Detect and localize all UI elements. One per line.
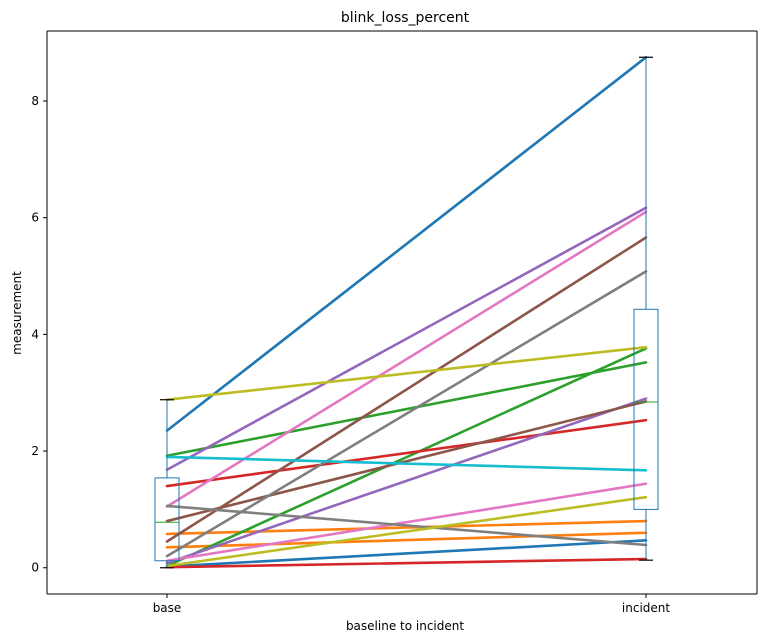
series-line-3 bbox=[165, 531, 648, 549]
series-line-11 bbox=[165, 400, 648, 523]
y-tick-label-6: 6 bbox=[31, 211, 39, 225]
y-tick-label-2: 2 bbox=[31, 444, 39, 458]
series-line-8 bbox=[165, 206, 648, 472]
y-tick-label-0: 0 bbox=[31, 561, 39, 575]
x-tick-label-base: base bbox=[153, 601, 182, 615]
series-line-18 bbox=[165, 455, 648, 472]
series-line-6 bbox=[165, 418, 648, 488]
series-line-9 bbox=[165, 397, 648, 565]
boxplot-incident-box bbox=[633, 308, 659, 510]
x-tick-label-incident: incident bbox=[622, 601, 670, 615]
chart-title: blink_loss_percent bbox=[341, 10, 470, 26]
series-line-1 bbox=[165, 539, 648, 568]
series-line-12 bbox=[165, 210, 648, 508]
series-line-2 bbox=[165, 519, 648, 536]
series-line-16 bbox=[165, 345, 648, 402]
y-tick-label-8: 8 bbox=[31, 94, 39, 108]
series-line-15 bbox=[165, 504, 648, 547]
y-axis-label: measurement bbox=[10, 271, 24, 355]
series-line-4 bbox=[165, 361, 648, 458]
y-tick-label-4: 4 bbox=[31, 327, 39, 341]
series-line-7 bbox=[165, 557, 648, 569]
plot-area: 0 2 4 6 8 base incident bbox=[31, 30, 758, 615]
series-line-17 bbox=[165, 495, 648, 568]
series-line-5 bbox=[165, 347, 648, 568]
x-axis-label: baseline to incident bbox=[346, 619, 464, 633]
series-line-10 bbox=[165, 236, 648, 543]
series-line-13 bbox=[165, 482, 648, 563]
boxplot-base-box bbox=[154, 477, 180, 562]
series-line-14 bbox=[165, 270, 648, 558]
series-line-0 bbox=[165, 55, 648, 432]
